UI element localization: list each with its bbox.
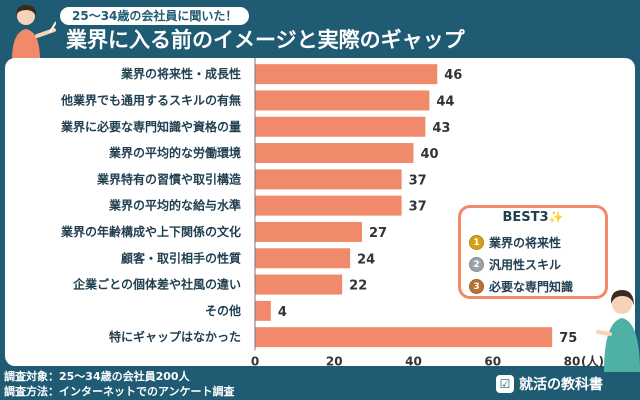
header: 25〜34歳の会社員に聞いた！ 業界に入る前のイメージと実際のギャップ	[0, 0, 640, 60]
logo: ☑ 就活の教科書	[496, 373, 603, 395]
value-label: 4	[278, 305, 287, 320]
value-label: 44	[436, 94, 454, 109]
bar	[255, 221, 362, 242]
category-label: 業界の平均的な給与水準	[108, 198, 241, 213]
best3-item-label: 業界の将来性	[489, 235, 562, 250]
best3-title-text: BEST3	[502, 210, 549, 225]
category-label: 業界特有の習慣や取引構造	[96, 171, 242, 186]
category-label: 業界の平均的な労働環境	[108, 145, 241, 160]
bar	[255, 300, 271, 321]
bar	[255, 90, 430, 111]
best3-item-label: 汎用性スキル	[489, 257, 562, 272]
silver-medal-icon: 2	[469, 256, 484, 272]
x-tick-label: 80	[564, 354, 581, 368]
survey-method: 調査方法：インターネットでのアンケート調査	[4, 385, 235, 398]
x-tick-label: 40	[405, 354, 422, 368]
value-label: 40	[421, 147, 439, 162]
category-label: 企業ごとの個体差や社風の違い	[72, 277, 241, 292]
x-unit-label: (人)	[581, 353, 604, 368]
bar-chart: 業界の将来性・成長性 46 他業界でも通用するスキルの有無 44 業界に必要な専門知識や…	[60, 58, 604, 368]
bar	[255, 116, 426, 137]
value-label: 46	[444, 68, 462, 83]
bar	[255, 169, 402, 190]
value-label: 24	[357, 252, 375, 267]
value-label: 43	[432, 121, 450, 136]
woman-presenter-illustration	[589, 290, 640, 372]
bar	[255, 143, 414, 164]
category-label: 業界に必要な専門知識や資格の量	[60, 119, 241, 134]
sparkle-icon: ✨	[548, 210, 564, 224]
category-label: 業界の年齢構成や上下関係の文化	[60, 224, 241, 239]
best3-title: BEST3✨	[461, 210, 605, 225]
best3-item-2: 2 汎用性スキル	[469, 254, 561, 274]
x-tick-label: 60	[484, 354, 501, 368]
category-label: 他業界でも通用するスキルの有無	[60, 92, 241, 107]
x-tick-label: 20	[326, 354, 343, 368]
value-label: 75	[559, 331, 577, 346]
woman-pointer-illustration	[12, 4, 56, 60]
category-label: 特にギャップはなかった	[109, 329, 241, 344]
survey-subject: 調査対象：25〜34歳の会社員200人	[4, 370, 190, 383]
best3-item-3: 3 必要な専門知識	[469, 276, 573, 296]
value-label: 37	[409, 173, 427, 188]
bronze-medal-icon: 3	[469, 278, 484, 294]
bar	[255, 327, 553, 348]
logo-text: 就活の教科書	[519, 377, 603, 393]
value-label: 27	[369, 226, 387, 241]
best3-item-label: 必要な専門知識	[489, 279, 574, 294]
category-label: 業界の将来性・成長性	[120, 66, 241, 81]
gold-medal-icon: 1	[469, 234, 484, 250]
survey-target-bubble: 25〜34歳の会社員に聞いた！	[58, 5, 252, 27]
category-label: その他	[205, 303, 241, 318]
page-title: 業界に入る前のイメージと実際のギャップ	[66, 28, 465, 52]
check-logo-icon: ☑	[496, 375, 514, 393]
category-label: 顧客・取引相手の性質	[121, 250, 241, 265]
value-label: 22	[349, 279, 367, 294]
best3-item-1: 1 業界の将来性	[469, 232, 561, 252]
bar	[255, 195, 402, 216]
best3-box: BEST3✨ 1 業界の将来性 2 汎用性スキル 3 必要な専門知識	[458, 205, 608, 299]
bar	[255, 274, 343, 295]
x-tick-label: 0	[251, 354, 259, 368]
value-label: 37	[409, 200, 427, 215]
bar	[255, 64, 438, 85]
bar	[255, 248, 351, 269]
